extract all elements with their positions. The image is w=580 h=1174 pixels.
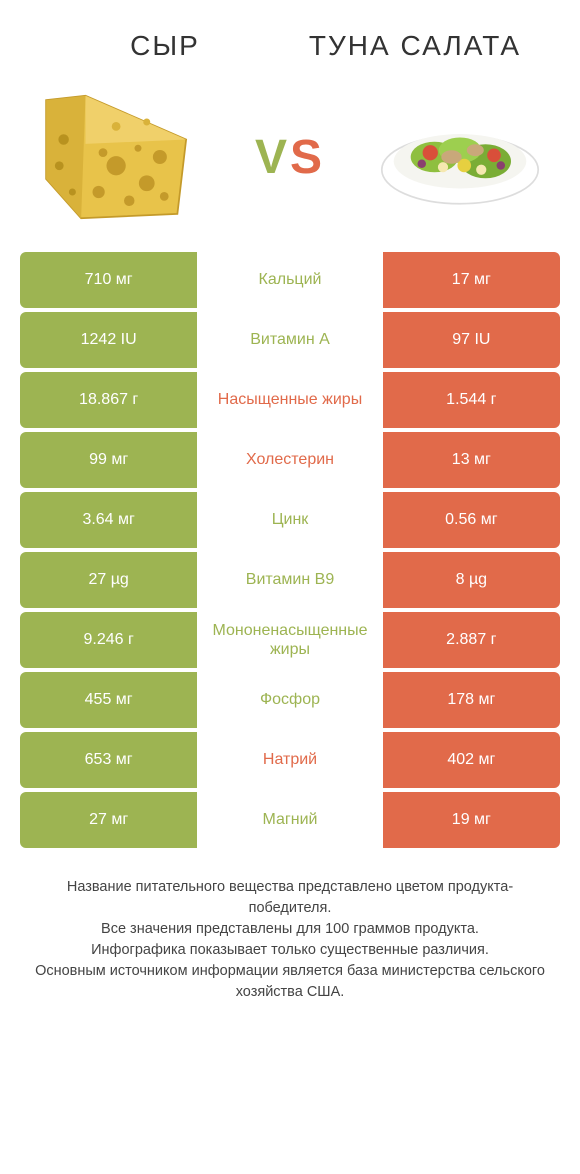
- vs-s: S: [290, 131, 325, 184]
- table-row: 27 мгМагний19 мг: [20, 792, 560, 848]
- right-value: 13 мг: [383, 432, 560, 488]
- title-left: СЫР: [40, 30, 290, 62]
- nutrient-label: Насыщенные жиры: [197, 372, 382, 428]
- vs-label: VS: [255, 130, 325, 185]
- right-value: 178 мг: [383, 672, 560, 728]
- right-value: 17 мг: [383, 252, 560, 308]
- table-row: 710 мгКальций17 мг: [20, 252, 560, 308]
- vs-v: V: [255, 131, 290, 184]
- nutrient-label: Витамин A: [197, 312, 382, 368]
- nutrient-label: Витамин B9: [197, 552, 382, 608]
- right-value: 97 IU: [383, 312, 560, 368]
- table-row: 27 µgВитамин B98 µg: [20, 552, 560, 608]
- left-value: 9.246 г: [20, 612, 197, 668]
- footer-line: Название питательного вещества представл…: [30, 877, 550, 919]
- table-row: 18.867 гНасыщенные жиры1.544 г: [20, 372, 560, 428]
- left-value: 653 мг: [20, 732, 197, 788]
- footer-line: Все значения представлены для 100 граммо…: [30, 919, 550, 940]
- table-row: 653 мгНатрий402 мг: [20, 732, 560, 788]
- nutrient-label: Натрий: [197, 732, 382, 788]
- left-value: 27 мг: [20, 792, 197, 848]
- footer-line: Основным источником информации является …: [30, 961, 550, 1003]
- footer-notes: Название питательного вещества представл…: [0, 852, 580, 1023]
- cheese-image: [30, 82, 210, 232]
- right-value: 19 мг: [383, 792, 560, 848]
- left-value: 99 мг: [20, 432, 197, 488]
- nutrient-label: Магний: [197, 792, 382, 848]
- right-value: 2.887 г: [383, 612, 560, 668]
- left-value: 455 мг: [20, 672, 197, 728]
- table-row: 3.64 мгЦинк0.56 мг: [20, 492, 560, 548]
- footer-line: Инфографика показывает только существенн…: [30, 940, 550, 961]
- table-row: 455 мгФосфор178 мг: [20, 672, 560, 728]
- header: СЫР ТУНА САЛАТА: [0, 0, 580, 72]
- left-value: 710 мг: [20, 252, 197, 308]
- nutrient-label: Кальций: [197, 252, 382, 308]
- left-value: 27 µg: [20, 552, 197, 608]
- nutrient-label: Мононенасыщенные жиры: [197, 612, 382, 668]
- cheese-icon: [33, 87, 208, 227]
- left-value: 3.64 мг: [20, 492, 197, 548]
- right-value: 402 мг: [383, 732, 560, 788]
- table-row: 99 мгХолестерин13 мг: [20, 432, 560, 488]
- comparison-table: 710 мгКальций17 мг1242 IUВитамин A97 IU1…: [20, 252, 560, 852]
- salad-icon: [375, 87, 545, 227]
- salad-image: [370, 82, 550, 232]
- table-row: 1242 IUВитамин A97 IU: [20, 312, 560, 368]
- right-value: 1.544 г: [383, 372, 560, 428]
- right-value: 8 µg: [383, 552, 560, 608]
- nutrient-label: Холестерин: [197, 432, 382, 488]
- images-row: VS: [0, 72, 580, 252]
- table-row: 9.246 гМононенасыщенные жиры2.887 г: [20, 612, 560, 668]
- left-value: 1242 IU: [20, 312, 197, 368]
- left-value: 18.867 г: [20, 372, 197, 428]
- nutrient-label: Цинк: [197, 492, 382, 548]
- title-right: ТУНА САЛАТА: [290, 30, 540, 62]
- nutrient-label: Фосфор: [197, 672, 382, 728]
- right-value: 0.56 мг: [383, 492, 560, 548]
